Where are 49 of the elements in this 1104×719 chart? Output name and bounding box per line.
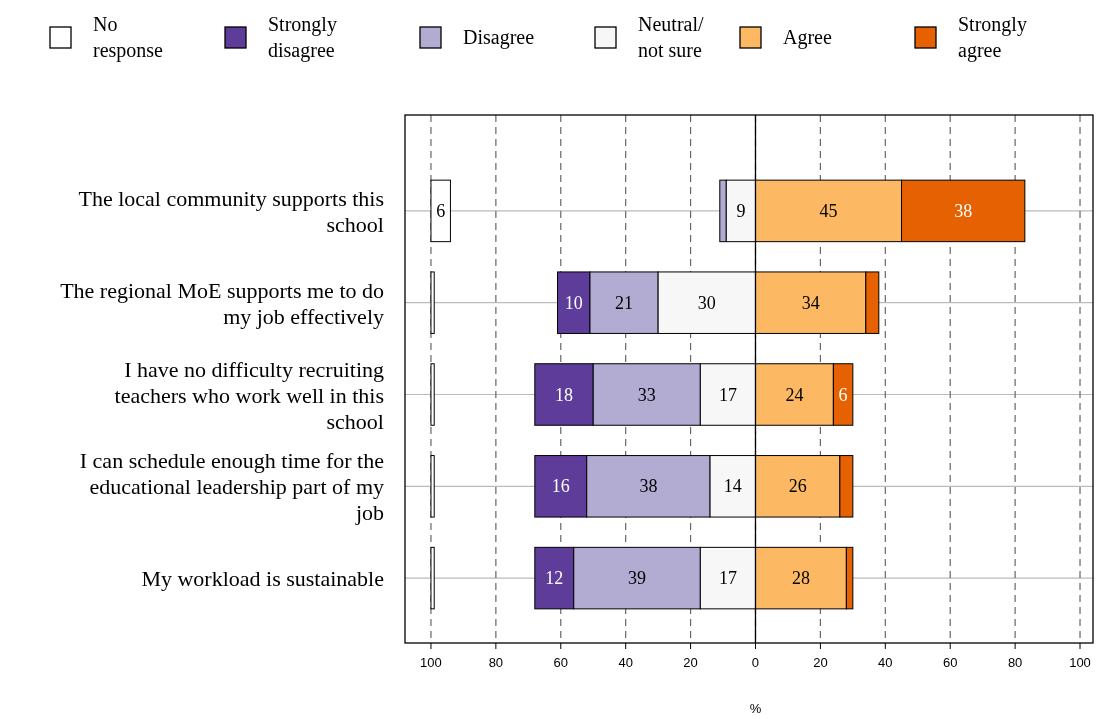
data-label: 10 (564, 292, 583, 313)
legend-label: Agree (783, 26, 832, 49)
data-label: 34 (801, 292, 820, 313)
x-tick-label: 20 (813, 655, 828, 670)
x-tick-label: 0 (751, 655, 760, 670)
data-label: 17 (718, 384, 737, 405)
legend-label: No response (93, 13, 164, 62)
data-label: 38 (639, 476, 658, 497)
data-label: 18 (555, 384, 574, 405)
x-tick-label: 60 (553, 655, 569, 670)
bar (430, 179, 451, 243)
legend-label: Strongly agree (958, 13, 1027, 62)
x-tick-label: 100 (420, 655, 442, 670)
data-label: 6 (838, 384, 848, 405)
bar (430, 363, 435, 426)
data-label: 14 (723, 476, 742, 497)
legend-label: Disagree (463, 26, 535, 49)
data-label: 39 (628, 568, 647, 589)
bar (430, 546, 435, 610)
data-label: 26 (788, 476, 807, 497)
legend-label: Neutral/ not sure (638, 13, 704, 61)
y-tick-label: I have no difficulty recruiting teachers who work well in this school (114, 356, 384, 433)
data-label: 24 (785, 384, 804, 405)
x-tick-label: 80 (488, 655, 504, 670)
x-tick-label: 40 (618, 655, 633, 670)
legend-label: Strongly disagree (268, 13, 337, 62)
x-tick-label: 20 (683, 655, 698, 670)
data-label: 17 (718, 568, 737, 589)
data-label: 12 (545, 568, 564, 589)
x-tick-label: 40 (878, 655, 893, 670)
data-label: 16 (551, 476, 570, 497)
x-tick-label: 80 (1007, 655, 1023, 670)
y-tick-label: My workload is sustainable (141, 565, 384, 591)
y-tick-label: The regional MoE supports me to do my job effectively (60, 277, 384, 329)
y-tick-label: The local community supports this school (78, 185, 384, 237)
data-label: 9 (736, 200, 746, 221)
y-tick-label: I can schedule enough time for the educational leadership part of my job (79, 447, 384, 525)
data-label: 6 (436, 200, 446, 221)
bar (430, 271, 435, 334)
data-label: 45 (819, 200, 838, 221)
data-label: 21 (615, 292, 634, 313)
x-tick-label: 60 (942, 655, 958, 670)
data-label: 28 (791, 568, 810, 589)
bar (430, 455, 435, 518)
x-axis-title: % (749, 701, 762, 716)
data-label: 30 (697, 292, 716, 313)
data-label: 38 (954, 200, 973, 221)
data-label: 33 (637, 384, 656, 405)
x-tick-label: 100 (1069, 655, 1091, 670)
